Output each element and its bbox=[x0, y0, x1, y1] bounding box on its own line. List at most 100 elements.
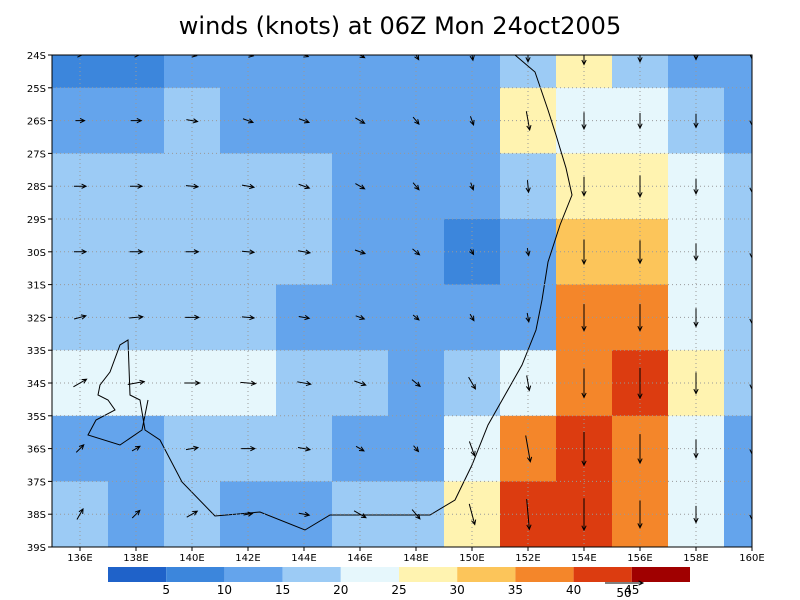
wind-arrow bbox=[241, 249, 256, 255]
wind-arrow bbox=[77, 55, 84, 58]
wind-arrow bbox=[469, 116, 475, 126]
y-tick-label: 39S bbox=[27, 543, 46, 554]
wind-arrow bbox=[637, 55, 643, 63]
wind-arrow bbox=[302, 55, 310, 58]
wind-arrow bbox=[184, 380, 201, 386]
wind-arrow bbox=[129, 314, 144, 320]
plot-frame bbox=[51, 54, 753, 548]
colorbar-swatch bbox=[515, 567, 574, 582]
wind-arrow bbox=[637, 434, 643, 465]
wind-arrow bbox=[73, 314, 87, 320]
colorbar-swatch bbox=[340, 567, 399, 582]
x-tick-label: 160E bbox=[739, 553, 764, 564]
y-tick-label: 25S bbox=[27, 84, 46, 95]
colorbar-swatch bbox=[399, 567, 458, 582]
wind-arrow bbox=[240, 380, 257, 386]
wind-arrow bbox=[298, 314, 311, 321]
x-tick-label: 152E bbox=[515, 553, 540, 564]
wind-arrow bbox=[693, 372, 699, 395]
wind-arrow bbox=[525, 111, 532, 132]
wind-arrow bbox=[468, 376, 476, 390]
wind-arrow bbox=[749, 508, 752, 521]
wind-arrow bbox=[581, 304, 587, 332]
y-tick-label: 37S bbox=[27, 477, 46, 488]
y-tick-label: 29S bbox=[27, 215, 46, 226]
wind-arrow bbox=[76, 507, 84, 520]
wind-arrow bbox=[297, 249, 312, 255]
wind-arrow bbox=[749, 55, 752, 60]
wind-arrow bbox=[468, 503, 477, 526]
wind-arrow bbox=[469, 313, 475, 322]
x-tick-label: 136E bbox=[67, 553, 92, 564]
wind-arrow bbox=[581, 112, 587, 131]
wind-arrow bbox=[469, 55, 475, 62]
wind-arrow bbox=[414, 55, 420, 61]
y-tick-label: 24S bbox=[27, 51, 46, 62]
wind-arrow bbox=[412, 116, 420, 125]
wind-arrow bbox=[637, 500, 643, 530]
wind-arrow bbox=[637, 304, 643, 332]
colorbar-label: 10 bbox=[217, 583, 232, 597]
wind-arrow bbox=[355, 183, 366, 190]
wind-arrow bbox=[749, 311, 752, 325]
colorbar-label: 40 bbox=[566, 583, 581, 597]
wind-arrow bbox=[73, 249, 88, 255]
coast-line bbox=[87, 55, 573, 531]
x-tick-label: 148E bbox=[403, 553, 428, 564]
wind-arrow bbox=[525, 247, 531, 257]
wind-arrow bbox=[693, 505, 699, 524]
wind-arrow bbox=[581, 431, 587, 467]
reference-arrow bbox=[605, 580, 645, 586]
y-tick-label: 35S bbox=[27, 412, 46, 423]
x-tick-label: 144E bbox=[291, 553, 316, 564]
wind-arrow bbox=[73, 378, 88, 388]
wind-arrow bbox=[353, 510, 367, 519]
colorbar-swatch bbox=[108, 567, 167, 582]
wind-arrow bbox=[749, 180, 752, 194]
wind-arrow bbox=[298, 183, 311, 190]
y-tick-label: 26S bbox=[27, 117, 46, 128]
y-tick-label: 36S bbox=[27, 445, 46, 456]
chart-title: winds (knots) at 06Z Mon 24oct2005 bbox=[179, 12, 621, 40]
wind-arrow bbox=[525, 55, 531, 63]
wind-arrow bbox=[243, 511, 254, 517]
colorbar-swatch bbox=[631, 567, 690, 582]
colorbar-label: 5 bbox=[162, 583, 170, 597]
colorbar-swatch bbox=[282, 567, 341, 582]
x-tick-label: 140E bbox=[179, 553, 204, 564]
wind-arrow bbox=[129, 249, 144, 255]
colorbar-swatch bbox=[166, 567, 225, 582]
wind-arrow bbox=[637, 113, 643, 130]
wind-arrow bbox=[297, 380, 312, 387]
wind-arrow bbox=[413, 445, 420, 453]
x-tick-label: 156E bbox=[627, 553, 652, 564]
wind-arrow bbox=[412, 248, 421, 256]
wind-arrow bbox=[468, 441, 476, 457]
wind-arrow bbox=[241, 445, 256, 452]
wind-arrow bbox=[75, 117, 86, 124]
wind-arrow bbox=[245, 55, 255, 58]
wind-arrow bbox=[355, 117, 366, 124]
x-tick-label: 158E bbox=[683, 553, 708, 564]
wind-arrow bbox=[359, 55, 366, 59]
speed-cell bbox=[724, 55, 752, 89]
wind-arrow bbox=[693, 178, 699, 195]
reference-label: 50 bbox=[616, 586, 631, 600]
wind-arrow bbox=[749, 245, 752, 260]
colorbar-label: 25 bbox=[391, 583, 406, 597]
x-tick-label: 150E bbox=[459, 553, 484, 564]
wind-arrow bbox=[581, 55, 587, 66]
wind-arrow bbox=[298, 511, 311, 517]
wind-arrow bbox=[637, 240, 643, 265]
wind-arrow bbox=[297, 446, 312, 452]
wind-arrow bbox=[185, 183, 200, 189]
y-tick-label: 33S bbox=[27, 346, 46, 357]
coastline bbox=[87, 55, 573, 531]
wind-arrow bbox=[132, 55, 141, 58]
wind-arrow bbox=[189, 55, 198, 58]
wind-arrow bbox=[131, 509, 141, 519]
wind-arrow bbox=[185, 314, 200, 321]
y-tick-label: 27S bbox=[27, 149, 46, 160]
colorbar-label: 45 bbox=[624, 583, 639, 597]
wind-arrow bbox=[185, 445, 200, 451]
